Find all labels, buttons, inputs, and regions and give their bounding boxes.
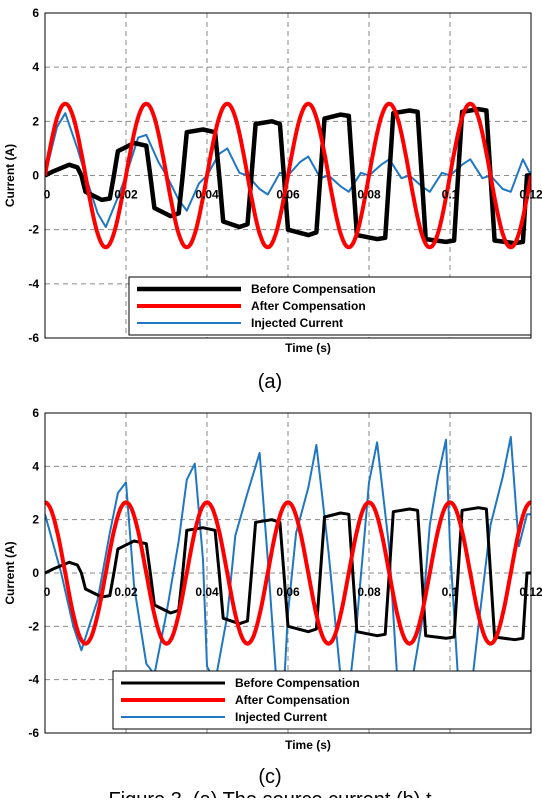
x-axis-label: Time (s): [285, 738, 331, 752]
series-line-after-compensation: [45, 500, 531, 646]
y-tick-label: -2: [28, 223, 39, 237]
y-tick-label: -6: [28, 331, 39, 345]
plot-area: [45, 101, 531, 250]
x-tick-label: 0.1: [442, 188, 459, 202]
x-tick-label: 0.06: [276, 188, 300, 202]
plot-area: [45, 436, 531, 700]
y-tick-label: -4: [28, 673, 39, 687]
legend-label-before-compensation: Before Compensation: [251, 282, 376, 296]
x-tick-label: 0.1: [442, 585, 459, 599]
sublabel-a: (a): [258, 371, 282, 393]
y-tick-label: 4: [32, 459, 39, 473]
x-tick-label: 0.08: [357, 585, 381, 599]
series-line-before-compensation: [45, 506, 531, 642]
figure-caption: Figure 3. (a) The source current (b) t: [108, 789, 432, 798]
x-tick-label: 0.02: [114, 188, 138, 202]
series-line-before-compensation: [45, 106, 531, 246]
y-tick-label: 0: [32, 169, 39, 183]
x-axis-label: Time (s): [285, 341, 331, 355]
chart-c: -6 -4 -2 0 2 4 6 0 0.02 0.04 0.06 0.08 0.1 0.12 Curren…: [3, 406, 542, 752]
y-tick-label: 6: [32, 6, 39, 20]
legend-label-after-compensation: After Compensation: [235, 693, 350, 707]
y-axis-label: Current (A): [3, 541, 17, 604]
legend-label-injected-current: Injected Current: [251, 316, 343, 330]
plot-frame: [44, 12, 532, 339]
y-axis-label: Current (A): [3, 144, 17, 207]
x-tick-label: 0.12: [519, 188, 542, 202]
series-line-injected-current: [45, 436, 531, 700]
y-tick-label: 6: [32, 406, 39, 420]
y-tick-label: -2: [28, 619, 39, 633]
legend-label-before-compensation: Before Compensation: [235, 676, 360, 690]
legend-label-injected-current: Injected Current: [235, 710, 327, 724]
chart-a: -6 -4 -2 0 2 4 6 0 0.02 0.04 0.06 0.08 0.1 0.12 Curren…: [3, 6, 542, 355]
y-tick-label: -4: [28, 277, 39, 291]
y-tick-label: 2: [32, 513, 39, 527]
y-tick-label: 4: [32, 60, 39, 74]
legend: Before Compensation After Compensation Inj…: [128, 276, 532, 336]
legend-label-after-compensation: After Compensation: [251, 299, 366, 313]
x-tick-label: 0.04: [195, 188, 219, 202]
x-tick-label: 0.08: [357, 188, 381, 202]
x-tick-label: 0.12: [519, 585, 542, 599]
x-tick-label: 0: [44, 585, 51, 599]
sublabel-c: (c): [258, 766, 281, 788]
legend: Before Compensation After Compensation Inj…: [112, 670, 532, 730]
y-tick-label: 0: [32, 566, 39, 580]
y-tick-label: 2: [32, 114, 39, 128]
x-tick-label: 0.04: [195, 585, 219, 599]
x-tick-label: 0.02: [114, 585, 138, 599]
y-tick-label: -6: [28, 726, 39, 740]
series-line-after-compensation: [45, 101, 531, 250]
plot-frame: [44, 412, 532, 734]
x-tick-label: 0.06: [276, 585, 300, 599]
x-tick-label: 0: [44, 188, 51, 202]
